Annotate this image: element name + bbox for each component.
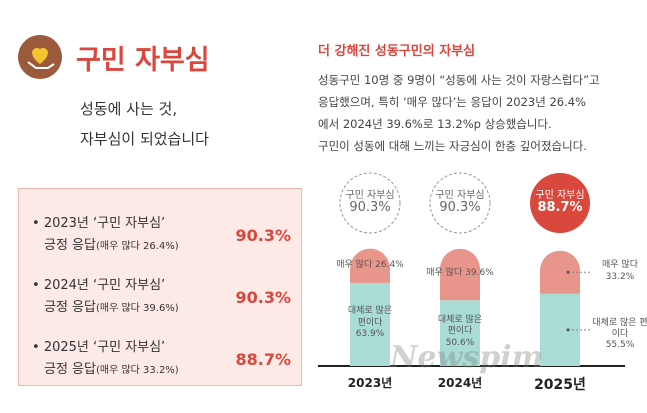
article-line: 에서 2024년 39.6%로 13.2%p 상승했습니다. xyxy=(318,117,552,131)
bar-segment xyxy=(350,282,390,366)
x-tick-label: 2024년 xyxy=(437,376,483,390)
text: 매우 많다 xyxy=(602,260,638,271)
hand-icon xyxy=(27,61,55,69)
total-value: 88.7% xyxy=(537,200,583,215)
text: 매우 많다 xyxy=(336,259,373,270)
pointer-dot xyxy=(566,270,570,274)
x-tick-label: 2023년 xyxy=(347,376,393,390)
subtitle: 성동에 사는 것, xyxy=(80,100,178,118)
text: 63.9% xyxy=(355,328,385,339)
title: 구민 자부심 xyxy=(76,45,210,76)
total-circle xyxy=(339,172,401,234)
stat-value: 90.3% xyxy=(235,276,291,311)
segment-label: 대체로 많은 편이다 55.5% xyxy=(590,318,647,352)
bar-segment xyxy=(440,300,480,366)
text: 90.3 xyxy=(235,288,275,307)
stat-label: • 2024년 ‘구민 자부심’ xyxy=(32,278,166,293)
text: 26.4% xyxy=(375,259,404,270)
x-tick-label: 2025년 xyxy=(534,377,586,393)
stat-label: • 2025년 ‘구민 자부심’ xyxy=(32,340,166,355)
text: 대체로 많은 편이다 xyxy=(347,306,393,328)
segment-label: 대체로 많은 편이다 63.9% xyxy=(345,306,395,340)
pointer-dot xyxy=(566,328,570,332)
stat-value: 90.3% xyxy=(235,214,291,249)
article-line: 응답했으며, 특히 ‘매우 많다’는 응답이 2023년 26.4% xyxy=(318,95,586,109)
text: (매우 많다 39.6%) xyxy=(95,303,179,314)
text: 90.3 xyxy=(235,226,275,245)
bar-segment xyxy=(350,248,390,283)
text: (매우 많다 26.4%) xyxy=(95,241,179,252)
stats-box xyxy=(18,188,302,386)
text: 33.2% xyxy=(605,271,635,282)
watermark: Newspim xyxy=(390,340,544,375)
stat-desc: 긍정 응답(매우 많다 26.4%) xyxy=(44,234,179,253)
text: 2024년 ‘구민 자부심’ xyxy=(43,278,166,293)
total-name: 구민 자부심 xyxy=(535,190,585,201)
stat-desc: 긍정 응답(매우 많다 33.2%) xyxy=(44,358,179,377)
text: 긍정 응답 xyxy=(44,362,96,377)
subtitle: 자부심이 되었습니다 xyxy=(80,130,209,148)
text: 55.5% xyxy=(605,340,635,351)
total-name: 구민 자부심 xyxy=(345,190,395,201)
total-value: 90.3% xyxy=(439,200,481,215)
text: 39.6% xyxy=(465,268,494,279)
stat-label: • 2023년 ‘구민 자부심’ xyxy=(32,216,166,231)
segment-label: 매우 많다 39.6% xyxy=(420,268,500,279)
stat-value: 88.7% xyxy=(235,338,291,373)
text: 긍정 응답 xyxy=(44,300,96,315)
total-value: 90.3% xyxy=(349,200,391,215)
text: % xyxy=(274,350,291,369)
segment-label: 매우 많다 26.4% xyxy=(330,260,410,271)
text: % xyxy=(274,288,291,307)
text: 88.7 xyxy=(235,350,275,369)
text: % xyxy=(274,226,291,245)
text: (매우 많다 33.2%) xyxy=(95,365,179,376)
text: 50.6% xyxy=(445,337,475,348)
text: 대체로 많은 편이다 xyxy=(437,315,483,337)
article-line: 성동구민 10명 중 9명이 “성동에 사는 것이 자랑스럽다”고 xyxy=(318,73,600,87)
bar-segment xyxy=(440,248,480,301)
segment-label: 매우 많다 33.2% xyxy=(590,260,647,283)
text: 대체로 많은 편이다 xyxy=(592,317,647,340)
total-name: 구민 자부심 xyxy=(435,190,485,201)
article-line: 구민이 성동에 대해 느끼는 자긍심이 한층 깊어졌습니다. xyxy=(318,139,587,153)
text: 매우 많다 xyxy=(426,268,463,279)
total-circle xyxy=(429,172,491,234)
total-circle xyxy=(530,173,590,233)
text: 2023년 ‘구민 자부심’ xyxy=(43,216,166,231)
text: 2025년 ‘구민 자부심’ xyxy=(43,340,166,355)
text: 긍정 응답 xyxy=(44,238,96,253)
article-heading: 더 강해진 성동구민의 자부심 xyxy=(318,44,476,59)
heart-icon xyxy=(32,47,48,64)
stat-desc: 긍정 응답(매우 많다 39.6%) xyxy=(44,296,179,315)
segment-label: 대체로 많은 편이다 50.6% xyxy=(435,315,485,349)
